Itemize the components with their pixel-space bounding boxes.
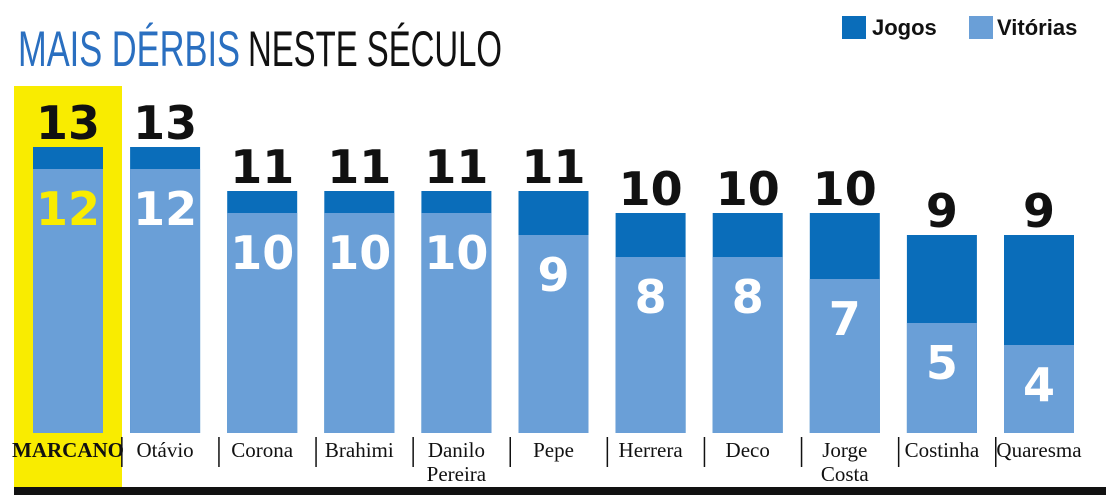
data-label-vitorias: 7 bbox=[829, 292, 861, 346]
category-divider bbox=[703, 437, 706, 467]
category-label: Deco bbox=[726, 438, 770, 462]
category-label: Corona bbox=[231, 438, 294, 462]
bar-vitorias bbox=[33, 169, 103, 433]
category-label: Pepe bbox=[533, 438, 574, 462]
category-label: Herrera bbox=[619, 438, 684, 462]
category-divider bbox=[606, 437, 609, 467]
data-label-jogos: 10 bbox=[716, 162, 780, 216]
category-label: Pereira bbox=[427, 462, 487, 486]
data-label-jogos: 9 bbox=[926, 184, 958, 238]
bar-vitorias bbox=[130, 169, 201, 433]
bar-vitorias bbox=[906, 323, 977, 433]
data-label-jogos: 11 bbox=[327, 140, 391, 194]
data-label-vitorias: 8 bbox=[732, 270, 764, 324]
data-label-jogos: 11 bbox=[230, 140, 294, 194]
data-label-jogos: 13 bbox=[133, 96, 197, 150]
data-label-vitorias: 12 bbox=[133, 182, 197, 236]
data-label-jogos: 13 bbox=[36, 96, 100, 150]
data-label-vitorias: 12 bbox=[36, 182, 100, 236]
category-divider bbox=[412, 437, 414, 467]
category-divider bbox=[995, 437, 997, 467]
chart-title-highlight: MAIS DÉRBIS bbox=[18, 21, 240, 77]
category-divider bbox=[218, 437, 220, 467]
data-label-vitorias: 5 bbox=[926, 336, 958, 390]
bar-vitorias bbox=[712, 257, 783, 433]
category-label: Otávio bbox=[137, 438, 194, 462]
data-label-jogos: 11 bbox=[521, 140, 585, 194]
legend-swatch-vitorias bbox=[969, 16, 993, 39]
data-label-vitorias: 10 bbox=[424, 226, 488, 280]
category-divider bbox=[897, 437, 900, 467]
category-divider bbox=[509, 437, 511, 467]
category-divider bbox=[800, 437, 803, 467]
bar-vitorias bbox=[809, 279, 880, 433]
data-label-vitorias: 10 bbox=[327, 226, 391, 280]
category-label: Costinha bbox=[905, 438, 980, 462]
bar-vitorias bbox=[1004, 345, 1074, 433]
bar-vitorias bbox=[324, 213, 395, 433]
legend: Jogos Vitórias bbox=[842, 15, 1077, 40]
legend-swatch-jogos bbox=[842, 16, 866, 39]
data-label-jogos: 10 bbox=[619, 162, 683, 216]
legend-label-vitorias: Vitórias bbox=[997, 15, 1077, 40]
category-label: MARCANO bbox=[12, 438, 124, 462]
bar-vitorias bbox=[518, 235, 589, 433]
data-label-vitorias: 8 bbox=[635, 270, 667, 324]
legend-label-jogos: Jogos bbox=[872, 15, 937, 40]
data-label-vitorias: 10 bbox=[230, 226, 294, 280]
data-label-vitorias: 9 bbox=[537, 248, 569, 302]
chart-title-rest: NESTE SÉCULO bbox=[248, 21, 502, 77]
bar-vitorias bbox=[227, 213, 298, 433]
bar-vitorias bbox=[421, 213, 492, 433]
bars: 13 12 MARCANO 13 12 Otávio 11 10 Corona 11 10 Brahi… bbox=[12, 96, 1082, 486]
category-divider bbox=[121, 437, 123, 467]
data-label-jogos: 11 bbox=[424, 140, 488, 194]
bar-vitorias bbox=[615, 257, 686, 433]
category-label: Quaresma bbox=[996, 438, 1082, 462]
data-label-jogos: 9 bbox=[1023, 184, 1055, 238]
category-label: Jorge bbox=[822, 438, 867, 462]
category-divider bbox=[315, 437, 317, 467]
baseline bbox=[14, 487, 1106, 495]
category-label: Danilo bbox=[428, 438, 485, 462]
category-label: Brahimi bbox=[325, 438, 394, 462]
data-label-vitorias: 4 bbox=[1023, 358, 1055, 412]
data-label-jogos: 10 bbox=[813, 162, 877, 216]
category-label: Costa bbox=[821, 462, 870, 486]
